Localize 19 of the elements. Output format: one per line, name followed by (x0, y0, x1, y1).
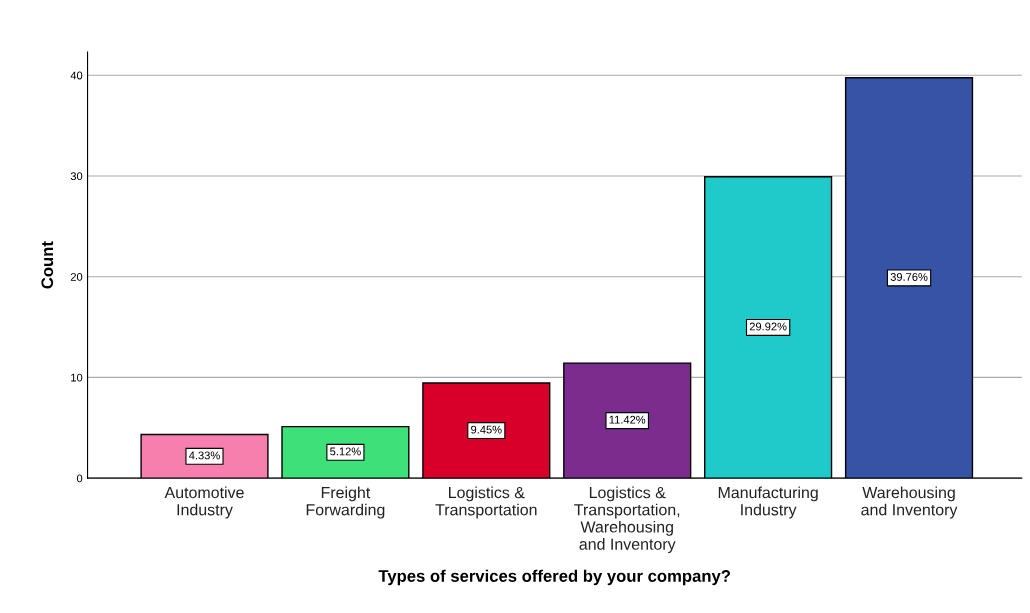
data-label: 5.12% (330, 447, 361, 456)
x-tick-label: Manufacturing Industry (718, 486, 818, 519)
y-tick-label: 0 (76, 474, 83, 483)
x-tick-label: Logistics & Transportation, Warehousing and Inventory (574, 486, 680, 553)
data-label: 11.42% (609, 415, 646, 424)
data-label: 29.92% (749, 322, 787, 331)
y-tick-label: 10 (71, 373, 83, 382)
data-label: 4.33% (189, 451, 220, 460)
x-axis-title: Types of services offered by your company? (378, 569, 730, 586)
y-tick-label: 20 (70, 272, 83, 281)
x-tick-label: Automotive Industry (164, 486, 244, 519)
x-tick-label: Freight Forwarding (306, 486, 385, 519)
y-tick-label: 40 (70, 71, 83, 80)
y-tick-label: 30 (70, 172, 83, 181)
data-label: 9.45% (471, 425, 502, 434)
x-tick-label: Warehousing and Inventory (861, 486, 958, 519)
x-tick-label: Logistics & Transportation (435, 486, 537, 519)
y-axis-title: Count (41, 241, 54, 289)
data-label: 39.76% (890, 273, 928, 281)
